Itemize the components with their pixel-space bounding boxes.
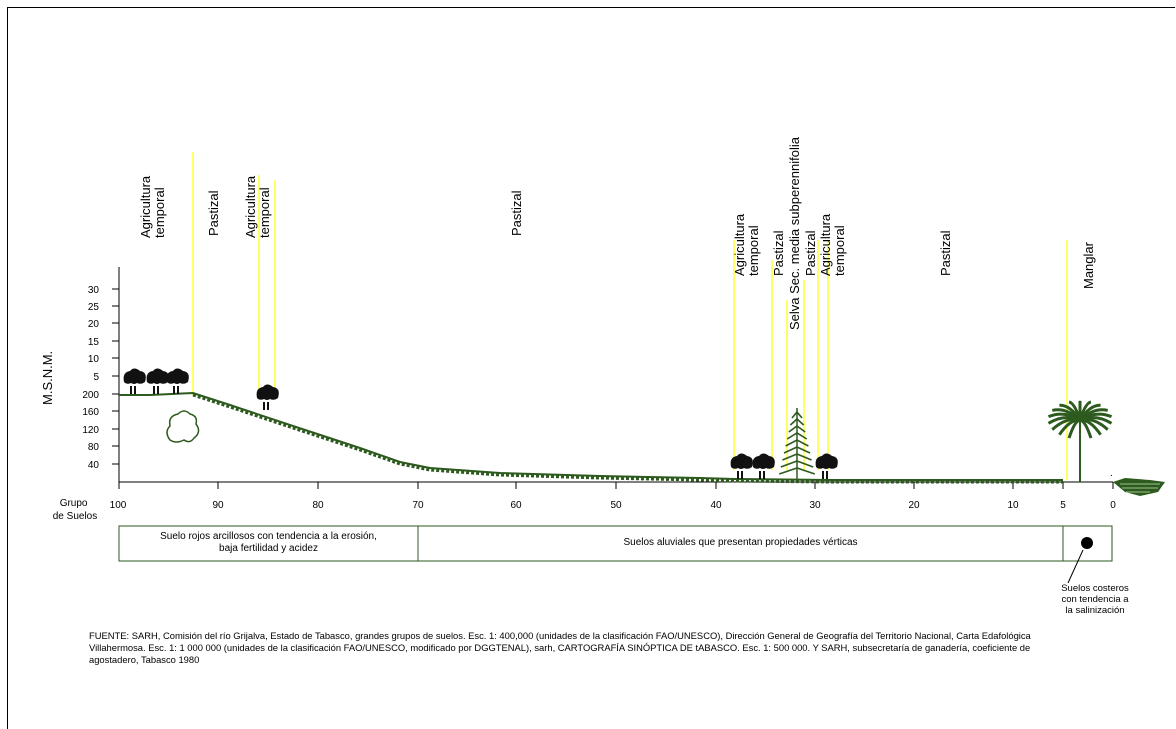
y-tick-labels: 30 25 20 15 10 5 200 160 120 80 40 (82, 285, 99, 471)
x-tick-label: 80 (312, 500, 324, 511)
x-tick-label: 50 (610, 500, 622, 511)
coast-shape (1113, 478, 1165, 496)
x-tick-label: 70 (412, 500, 424, 511)
land-use-label: Pastizal (938, 230, 953, 276)
y-tick-label: 200 (82, 390, 99, 401)
land-use-label-text: Agricultura temporal (243, 175, 272, 238)
x-axis-title-line: Grupo (60, 498, 88, 509)
land-use-label-text: Pastizal (206, 190, 221, 236)
y-tick-label: 80 (88, 442, 100, 453)
tree-canopy (146, 368, 169, 384)
y-tick-label: 10 (88, 354, 100, 365)
x-tick-label: 10 (1007, 500, 1019, 511)
terrain-texture (192, 393, 1063, 484)
shrub-icon (166, 410, 200, 443)
land-use-label-text: Pastizal (938, 230, 953, 276)
y-tick-label: 20 (88, 319, 100, 330)
land-use-label: Manglar (1081, 242, 1096, 289)
x-axis-title-line: de Suelos (53, 511, 97, 522)
x-tick-label: 5 (1060, 500, 1066, 511)
y-axis-label: M.S.N.M. (40, 351, 55, 405)
tree-canopy (752, 453, 775, 469)
y-tick-label: 160 (82, 407, 99, 418)
x-tick-label: 100 (110, 500, 127, 511)
coastal-soil-note: Suelos costeros con tendencia a la saliniz… (1050, 583, 1140, 616)
land-use-label-text: Pastizal (803, 230, 818, 276)
land-use-label-text: Pastizal (509, 190, 524, 236)
x-axis-title: Grupo de Suelos (53, 498, 97, 522)
land-use-label: Agricultura temporal (818, 213, 847, 276)
tree-canopy (123, 368, 146, 384)
land-use-label: Agricultura temporal (138, 175, 167, 238)
terrain-line (119, 391, 1063, 481)
x-tick-label: 30 (809, 500, 821, 511)
y-tick-label: 25 (88, 302, 100, 313)
y-tick-label: 5 (93, 372, 99, 383)
vegetation (123, 368, 1113, 482)
x-tick-label: 60 (510, 500, 522, 511)
tree-canopy (256, 384, 279, 400)
svg-text:.: . (1110, 468, 1113, 479)
land-use-label-text: Agricultura temporal (732, 213, 761, 276)
land-use-label-text: Agricultura temporal (818, 213, 847, 276)
land-use-label: Agricultura temporal (732, 213, 761, 276)
coastal-soil-marker (1081, 537, 1093, 549)
y-tick-label: 15 (88, 337, 100, 348)
y-axis (112, 267, 120, 482)
land-use-label-text: Agricultura temporal (138, 175, 167, 238)
dividers (192, 152, 1068, 480)
land-use-label: Agricultura temporal (243, 175, 272, 238)
x-tick-labels: 100 90 80 70 60 50 40 30 20 10 5 0 (110, 500, 1117, 511)
land-use-label: Selva Sec. media subperennifolia (787, 137, 802, 330)
soil-group-text: Suelos aluviales que presentan propiedad… (418, 537, 1063, 549)
tree-canopy (815, 453, 838, 469)
soil-group-text-content: Suelo rojos arcillosos con tendencia a l… (160, 531, 377, 554)
soil-group-text-content: Suelos aluviales que presentan propiedad… (623, 537, 858, 548)
y-tick-label: 40 (88, 460, 100, 471)
soil-box-outline (118, 525, 1113, 562)
land-use-label: Pastizal (206, 190, 221, 236)
y-tick-label: 30 (88, 285, 100, 296)
land-use-label-text: Selva Sec. media subperennifolia (787, 137, 802, 330)
land-use-label-text: Manglar (1081, 242, 1096, 289)
land-use-label: Pastizal (771, 230, 786, 276)
figure-frame (7, 7, 1175, 729)
land-use-label: Pastizal (509, 190, 524, 236)
coast-stripes (1120, 483, 1160, 493)
source-citation: FUENTE: SARH, Comisión del río Grijalva,… (89, 630, 1031, 665)
y-tick-label: 120 (82, 425, 99, 436)
coastal-soil-note-text: Suelos costeros con tendencia a la saliniz… (1061, 583, 1129, 616)
x-tick-label: 0 (1110, 500, 1116, 511)
x-tick-label: 90 (212, 500, 224, 511)
soil-group-boxes (118, 525, 1113, 562)
x-tick-label: 20 (908, 500, 920, 511)
tree-canopy (730, 453, 753, 469)
coastal-soil-leader (1067, 549, 1084, 584)
tree-canopy (166, 368, 189, 384)
x-tick-label: 40 (710, 500, 722, 511)
soil-group-text: Suelo rojos arcillosos con tendencia a l… (119, 531, 418, 555)
terrain-profile (119, 391, 1165, 496)
land-use-label-text: Pastizal (771, 230, 786, 276)
land-use-label: Pastizal (803, 230, 818, 276)
